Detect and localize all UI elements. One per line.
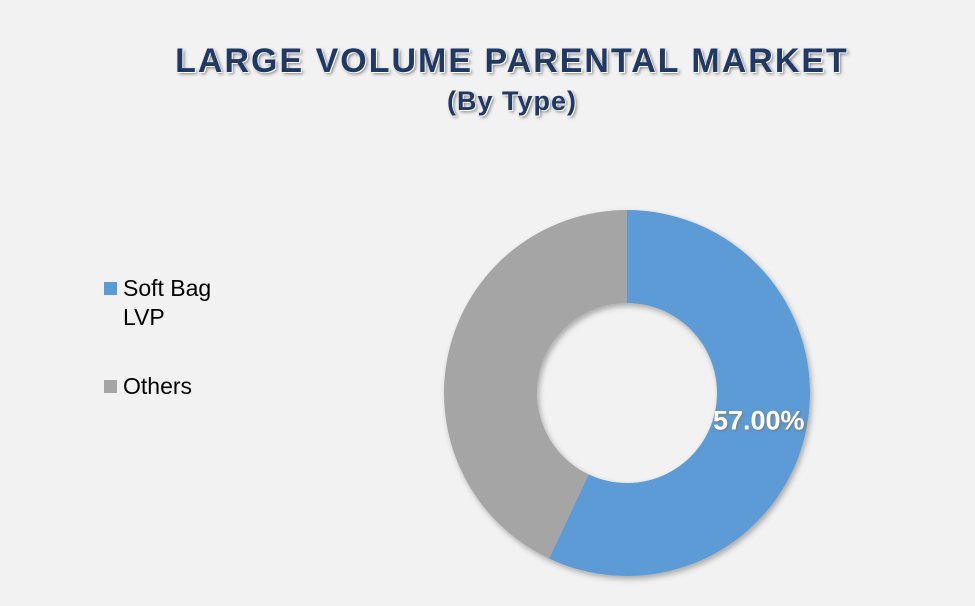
legend-label: Others	[123, 373, 193, 399]
legend-item: Soft Bag LVP	[104, 274, 234, 332]
legend-swatch	[104, 282, 117, 295]
donut-slice	[549, 210, 810, 577]
legend-swatch	[104, 380, 117, 393]
legend-label: Soft Bag LVP	[123, 275, 212, 330]
data-label: 57.00%	[713, 406, 805, 436]
chart-subtitle: (By Type)	[446, 86, 577, 116]
legend-item: Others	[104, 372, 234, 401]
chart-title: LARGE VOLUME PARENTAL MARKET	[175, 42, 849, 80]
donut-slice	[443, 210, 627, 559]
legend: Soft Bag LVP Others	[104, 274, 234, 441]
